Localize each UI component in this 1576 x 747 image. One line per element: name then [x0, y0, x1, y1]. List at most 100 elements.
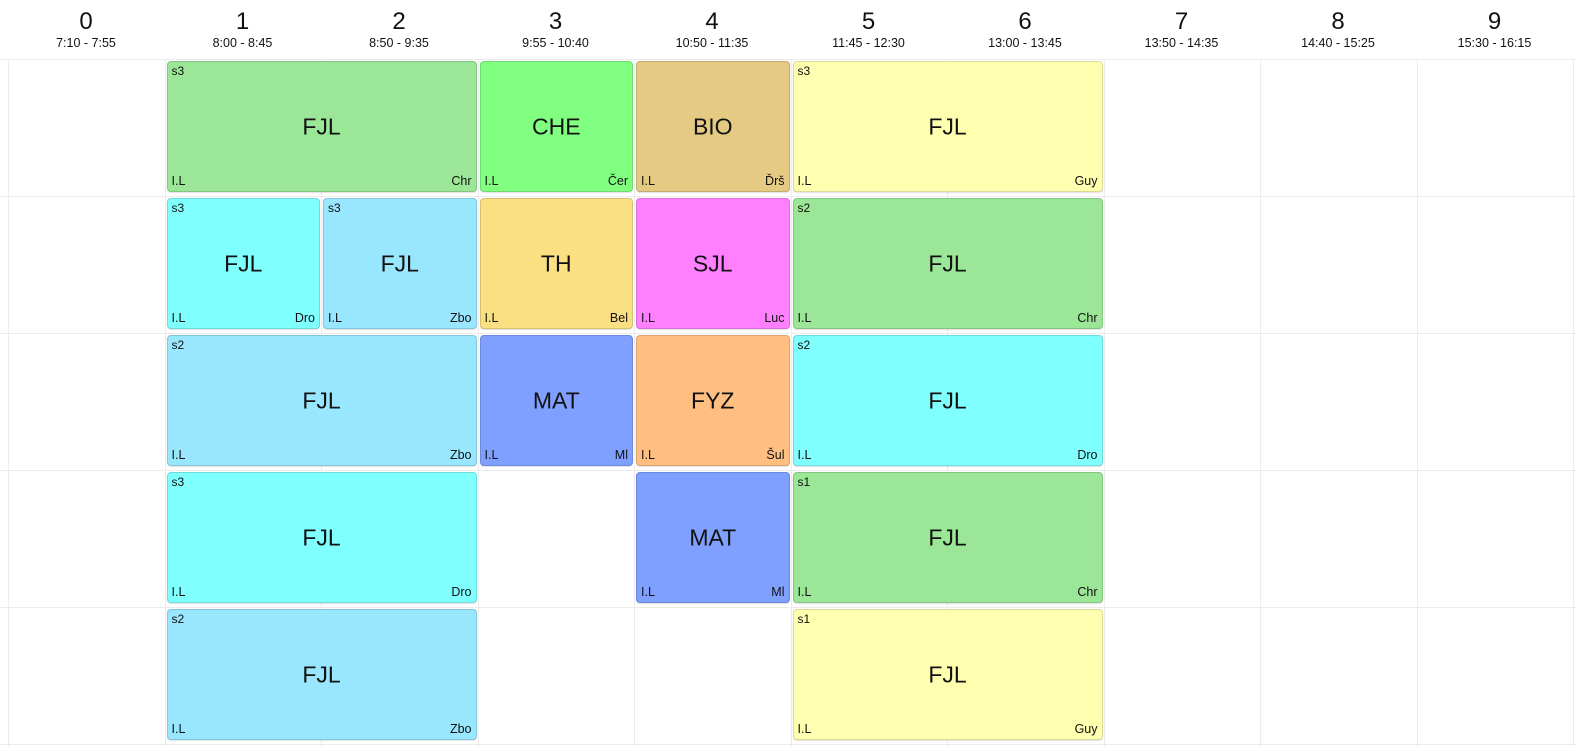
lesson-class: I.L — [484, 311, 499, 325]
lesson-subject: FJL — [928, 113, 967, 139]
lesson-subject: FJL — [928, 250, 967, 276]
lesson-subject: SJL — [692, 250, 733, 276]
lesson-card[interactable]: MAT I.L Ml — [636, 472, 790, 603]
lesson-card[interactable]: SJL I.L Luc — [636, 198, 790, 329]
period-time: 11:45 - 12:30 — [832, 36, 905, 50]
lesson-teacher: Guy — [1074, 722, 1098, 736]
period-time: 15:30 - 16:15 — [1457, 36, 1532, 50]
lesson-card[interactable]: s3 FJL I.L Dro — [166, 472, 477, 603]
lesson-group: s2 — [797, 201, 811, 215]
period-header: 1 8:00 - 8:45 — [165, 8, 321, 51]
lesson-subject: FYZ — [691, 387, 735, 413]
lesson-group: s3 — [171, 201, 185, 215]
lesson-subject: FJL — [302, 661, 341, 687]
lesson-class: I.L — [171, 585, 186, 599]
lesson-group: s1 — [797, 612, 811, 626]
lesson-card[interactable]: s2 FJL I.L Dro — [792, 335, 1103, 466]
lesson-subject: FJL — [302, 387, 341, 413]
lesson-group: s2 — [171, 612, 185, 626]
lesson-teacher: Bel — [609, 311, 628, 325]
lesson-teacher: Guy — [1074, 174, 1098, 188]
lesson-teacher: Zbo — [449, 722, 472, 736]
period-time: 13:00 - 13:45 — [988, 36, 1062, 50]
period-time: 14:40 - 15:25 — [1301, 36, 1375, 50]
period-header: 3 9:55 - 10:40 — [478, 8, 634, 51]
lesson-class: I.L — [797, 448, 812, 462]
period-time: 7:10 - 7:55 — [56, 36, 116, 50]
row-divider — [0, 744, 1576, 745]
lesson-class: I.L — [797, 174, 812, 188]
lesson-teacher: Čer — [607, 174, 628, 188]
lesson-group: s3 — [171, 64, 185, 78]
lesson-class: I.L — [484, 174, 499, 188]
lesson-card[interactable]: s3 FJL I.L Zbo — [323, 198, 477, 329]
lesson-class: I.L — [641, 448, 655, 462]
column-divider — [1416, 59, 1418, 747]
lesson-teacher: Zbo — [449, 448, 472, 462]
lesson-card[interactable]: BIO I.L Ďrš — [636, 61, 790, 192]
period-number: 7 — [1174, 8, 1189, 35]
lesson-group: s3 — [797, 64, 811, 78]
period-number: 8 — [1331, 8, 1345, 35]
lesson-teacher: Ml — [771, 585, 785, 599]
period-time: 8:50 - 9:35 — [369, 36, 429, 50]
lesson-subject: FJL — [302, 524, 341, 550]
lesson-class: I.L — [171, 722, 186, 736]
lesson-card[interactable]: TH I.L Bel — [479, 198, 633, 329]
period-number: 2 — [392, 8, 406, 35]
lesson-class: I.L — [484, 448, 499, 462]
lesson-group: s2 — [797, 338, 811, 352]
lesson-teacher: Ml — [614, 448, 628, 462]
period-number: 0 — [79, 8, 93, 35]
period-header: 8 14:40 - 15:25 — [1260, 8, 1416, 51]
lesson-card[interactable]: s2 FJL I.L Zbo — [166, 609, 477, 740]
lesson-card[interactable]: s1 FJL I.L Chr — [792, 472, 1103, 603]
lesson-teacher: Chr — [451, 174, 472, 188]
column-divider — [634, 59, 635, 747]
period-header: 2 8:50 - 9:35 — [321, 8, 477, 51]
lesson-class: I.L — [797, 311, 812, 325]
lesson-card[interactable]: MAT I.L Ml — [479, 335, 633, 466]
row-divider — [0, 607, 1576, 608]
lesson-subject: FJL — [928, 661, 967, 687]
period-time: 9:55 - 10:40 — [522, 36, 589, 50]
period-number: 9 — [1487, 8, 1502, 35]
lesson-card[interactable]: s3 FJL I.L Chr — [166, 61, 477, 192]
period-number: 3 — [548, 8, 563, 35]
period-header: 4 10:50 - 11:35 — [634, 8, 790, 51]
period-time: 13:50 - 14:35 — [1144, 36, 1219, 50]
lesson-teacher: Chr — [1077, 311, 1098, 325]
period-time: 10:50 - 11:35 — [675, 36, 749, 50]
lesson-class: I.L — [171, 311, 186, 325]
lesson-card[interactable]: s3 FJL I.L Dro — [166, 198, 320, 329]
lesson-group: s3 — [328, 201, 341, 215]
lesson-class: I.L — [797, 585, 812, 599]
lesson-class: I.L — [641, 174, 655, 188]
column-divider — [790, 59, 792, 747]
lesson-card[interactable]: CHE I.L Čer — [479, 61, 633, 192]
lesson-class: I.L — [171, 174, 186, 188]
column-divider — [477, 59, 479, 747]
lesson-subject: FJL — [928, 387, 967, 413]
column-divider — [8, 59, 9, 747]
period-number: 6 — [1018, 8, 1032, 35]
period-header: 5 11:45 - 12:30 — [791, 8, 947, 51]
lesson-card[interactable]: s2 FJL I.L Chr — [792, 198, 1103, 329]
lesson-card[interactable]: FYZ I.L Šul — [636, 335, 790, 466]
lesson-subject: TH — [540, 250, 572, 276]
lesson-card[interactable]: s2 FJL I.L Zbo — [166, 335, 477, 466]
lesson-group: s2 — [171, 338, 185, 352]
lesson-subject: CHE — [531, 113, 581, 139]
lesson-subject: MAT — [689, 524, 737, 550]
lesson-class: I.L — [797, 722, 812, 736]
column-divider — [1103, 59, 1105, 747]
lesson-class: I.L — [641, 585, 655, 599]
row-divider — [0, 333, 1576, 334]
lesson-card[interactable]: s1 FJL I.L Guy — [792, 609, 1103, 740]
column-divider — [164, 59, 166, 747]
lesson-card[interactable]: s3 FJL I.L Guy — [792, 61, 1103, 192]
period-header: 0 7:10 - 7:55 — [8, 8, 164, 51]
lesson-teacher: Ďrš — [765, 174, 785, 188]
lesson-class: I.L — [641, 311, 655, 325]
